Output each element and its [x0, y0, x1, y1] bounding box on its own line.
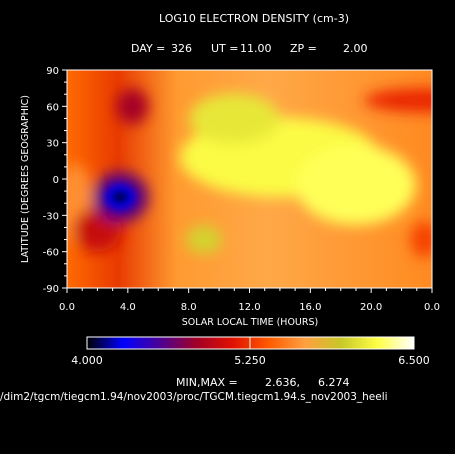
x-tick-label: 12.0 [238, 302, 260, 313]
y-tick-label: -30 [43, 211, 59, 222]
y-tick-label: -60 [43, 248, 59, 259]
density-contour [185, 225, 222, 254]
heatmap-cores [105, 184, 136, 211]
chart-title: LOG10 ELECTRON DENSITY (cm-3) [159, 12, 349, 25]
x-tick-label: 0.0 [424, 302, 440, 313]
density-contour [111, 190, 130, 205]
x-tick-label: 16.0 [299, 302, 321, 313]
density-contour [295, 145, 416, 226]
minmax-label: MIN,MAX = [176, 376, 238, 389]
y-tick-label: 90 [46, 66, 59, 77]
colorbar-max-label: 6.500 [398, 354, 430, 367]
file-path: /dim2/tgcm/tiegcm1.94/nov2003/proc/TGCM.… [0, 391, 388, 403]
y-axis-label: LATITUDE (DEGREES GEOGRAPHIC) [20, 95, 31, 263]
y-tick-label: -90 [43, 284, 59, 295]
x-tick-label: 0.0 [59, 302, 75, 313]
ut-label: UT = [211, 42, 238, 55]
ut-value: 11.00 [240, 42, 272, 55]
x-tick-label: 20.0 [360, 302, 382, 313]
zp-value: 2.00 [343, 42, 368, 55]
y-axis: 90 60 30 0 -30 -60 -90 [43, 66, 67, 295]
max-value: 6.274 [318, 376, 350, 389]
x-axis: 0.0 4.0 8.0 12.0 16.0 20.0 0.0 [59, 288, 440, 313]
density-contour [364, 88, 432, 113]
heatmap-field [67, 70, 432, 288]
density-contour [116, 88, 149, 125]
chart-subtitle: DAY = 326 UT = 11.00 ZP = 2.00 [131, 42, 368, 55]
density-contour [189, 93, 280, 144]
y-tick-label: 30 [46, 139, 59, 150]
x-tick-label: 8.0 [181, 302, 197, 313]
heatmap-contours [67, 88, 432, 258]
density-contour [410, 221, 432, 258]
colorbar-mid-label: 5.250 [234, 354, 266, 367]
y-tick-label: 60 [46, 102, 59, 113]
x-tick-label: 4.0 [120, 302, 136, 313]
day-value: 326 [171, 42, 192, 55]
y-tick-label: 0 [53, 175, 59, 186]
min-value: 2.636, [265, 376, 300, 389]
zp-label: ZP = [290, 42, 317, 55]
colorbar-min-label: 4.000 [71, 354, 103, 367]
x-axis-label: SOLAR LOCAL TIME (HOURS) [182, 317, 318, 328]
day-label: DAY = [131, 42, 165, 55]
